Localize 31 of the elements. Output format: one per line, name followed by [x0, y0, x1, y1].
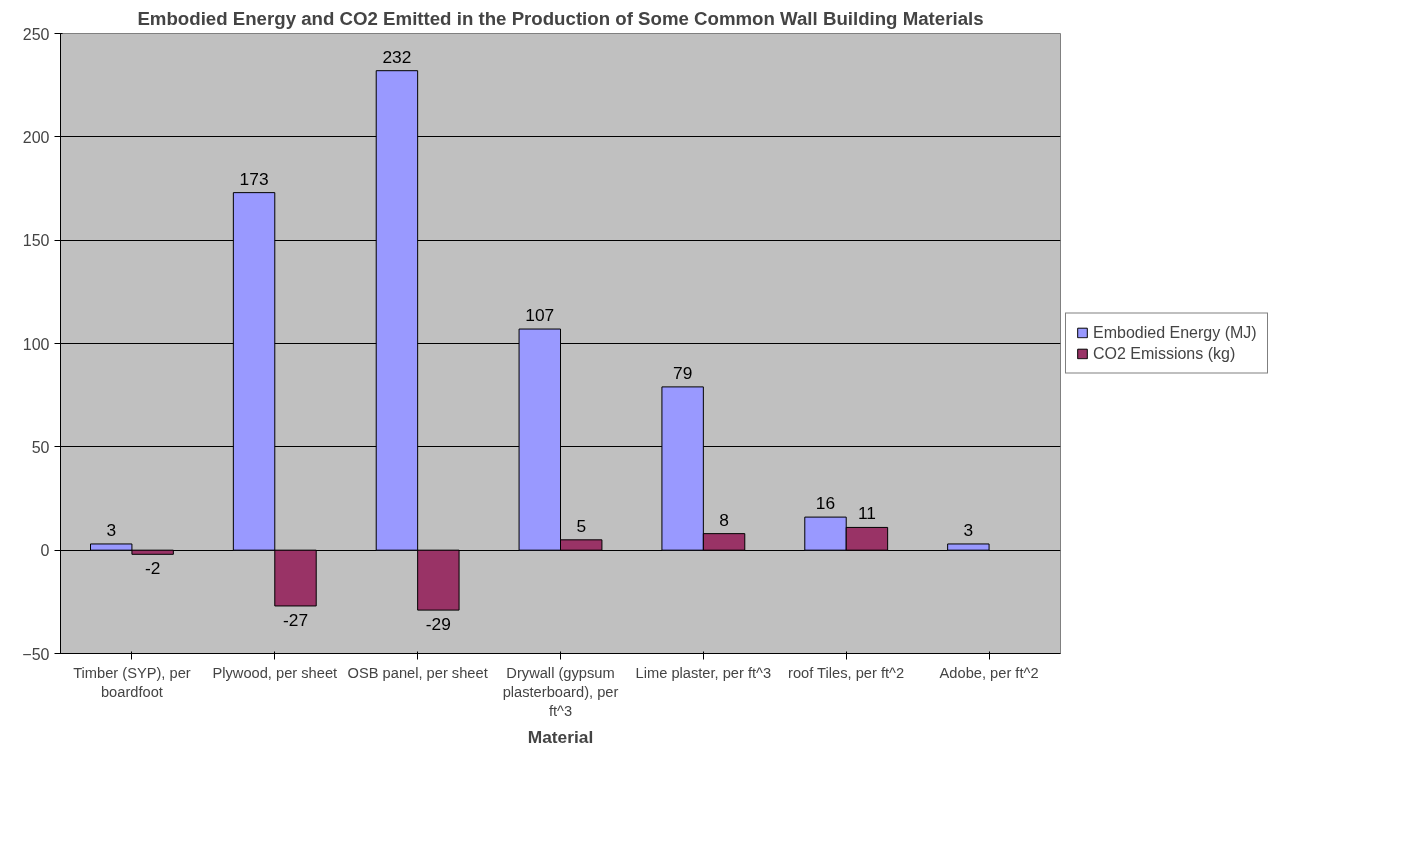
y-tick-label: 250	[22, 25, 50, 43]
data-label: 8	[719, 509, 729, 530]
x-tick-label: OSB panel, per sheet	[347, 664, 488, 681]
y-tick-label: 150	[22, 232, 50, 250]
data-label: -27	[282, 609, 309, 630]
chart-title: Embodied Energy and CO2 Emitted in the Production of Some Common Wall Building Materials	[137, 7, 984, 29]
x-tick-label: Timber (SYP), per boardfoot	[73, 664, 191, 700]
y-tick-label: 100	[22, 335, 50, 353]
data-label: 11	[857, 503, 876, 524]
y-tick-label: −50	[22, 645, 50, 663]
data-label: 79	[673, 362, 693, 383]
x-tick-label: Drywall (gypsum plasterboard), per ft^3	[502, 664, 619, 719]
legend-label: Embodied Energy (MJ)	[1093, 323, 1257, 342]
x-axis-title: Material	[527, 726, 594, 747]
data-label: 3	[106, 519, 117, 540]
x-tick-label: Plywood, per sheet	[212, 664, 338, 681]
data-label: 5	[576, 515, 587, 536]
data-label: 16	[815, 493, 836, 514]
y-tick-label: 200	[22, 128, 50, 146]
data-label: -2	[144, 558, 161, 579]
x-tick-label: Adobe, per ft^2	[939, 664, 1039, 681]
data-label: -29	[425, 614, 451, 635]
y-tick-label: 50	[31, 438, 50, 456]
y-tick-label: 0	[40, 542, 50, 560]
x-tick-label: roof Tiles, per ft^2	[788, 664, 905, 681]
data-label: 107	[525, 305, 555, 326]
data-label: 173	[239, 168, 269, 189]
x-tick-label: Lime plaster, per ft^3	[635, 664, 772, 681]
legend-label: CO2 Emissions (kg)	[1093, 344, 1236, 363]
data-label: 3	[963, 519, 974, 540]
data-label: 232	[382, 46, 412, 67]
